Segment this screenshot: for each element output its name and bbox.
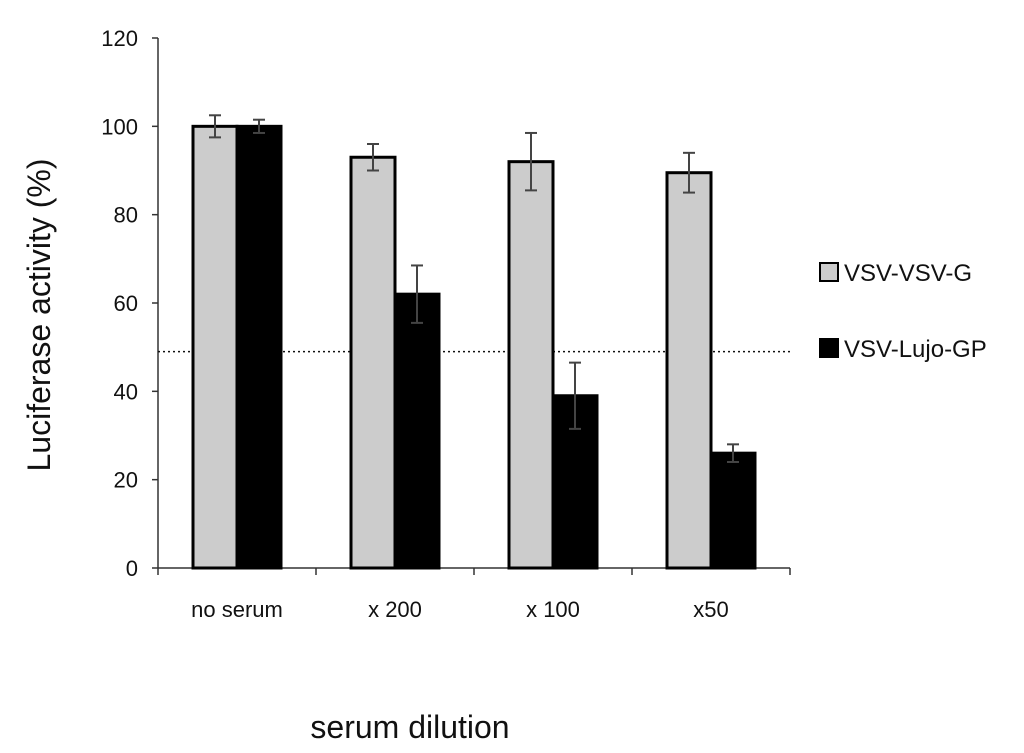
bar-lujo-gp [393, 292, 441, 570]
y-tick-label: 40 [114, 379, 138, 404]
y-tick-label: 0 [126, 556, 138, 581]
y-tick-label: 120 [101, 26, 138, 51]
bar-vsv-g [507, 160, 555, 570]
legend-swatch [819, 338, 839, 358]
x-tick-label: x 200 [368, 597, 422, 622]
x-axis-title: serum dilution [310, 709, 509, 745]
bar-lujo-gp [709, 451, 757, 570]
legend: VSV-VSV-G VSV-Lujo-GP [819, 260, 987, 363]
x-tick-label: x50 [693, 597, 728, 622]
legend-label: VSV-Lujo-GP [844, 336, 987, 363]
y-tick-label: 80 [114, 203, 138, 228]
bar-lujo-gp [235, 124, 283, 570]
legend-label: VSV-VSV-G [844, 260, 972, 287]
y-axis-title: Luciferase activity (%) [21, 159, 57, 472]
y-tick-label: 20 [114, 468, 138, 493]
legend-swatch [819, 262, 839, 282]
y-tick-label: 60 [114, 291, 138, 316]
bars [191, 124, 757, 570]
bar-vsv-g [191, 124, 239, 570]
tick-labels: 0 20 40 60 80 100 120 no serum x 200 x 100 x50 [101, 26, 728, 622]
y-tick-label: 100 [101, 114, 138, 139]
bar-vsv-g [665, 171, 713, 570]
x-tick-label: x 100 [526, 597, 580, 622]
error-bars [209, 114, 739, 463]
x-tick-label: no serum [191, 597, 283, 622]
bar-vsv-g [349, 155, 397, 570]
